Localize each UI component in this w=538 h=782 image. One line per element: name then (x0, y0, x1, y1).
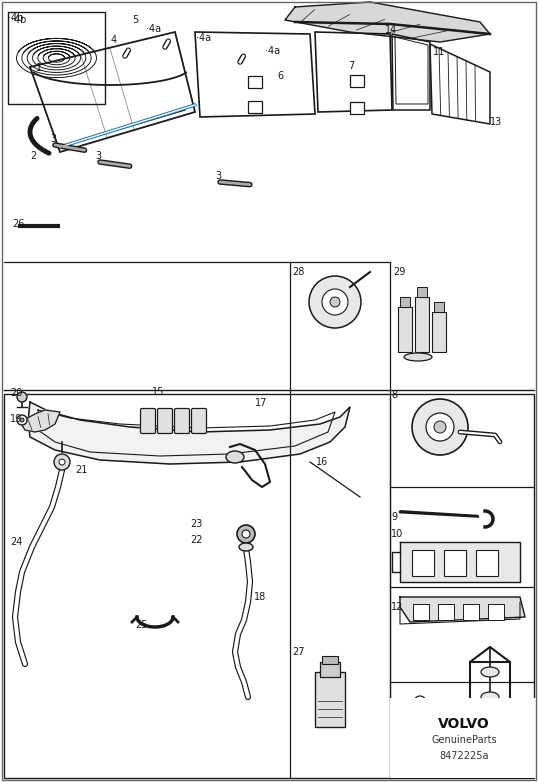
Text: VOLVO: VOLVO (438, 717, 490, 731)
Circle shape (417, 700, 422, 705)
Text: 26: 26 (12, 219, 24, 229)
Ellipse shape (481, 692, 499, 702)
Circle shape (59, 459, 65, 465)
Bar (390, 698, 538, 778)
Circle shape (54, 454, 70, 470)
Polygon shape (285, 2, 490, 42)
Text: ·4b: ·4b (8, 13, 23, 23)
Ellipse shape (226, 451, 244, 463)
Text: ·4a: ·4a (146, 24, 161, 34)
Text: 1: 1 (36, 63, 42, 73)
Text: 9: 9 (391, 512, 397, 522)
Circle shape (17, 415, 27, 425)
FancyArrowPatch shape (401, 512, 477, 517)
Text: 24: 24 (10, 537, 23, 547)
Text: 20: 20 (10, 388, 23, 398)
Polygon shape (484, 722, 496, 752)
Ellipse shape (481, 717, 499, 727)
Bar (322, 656, 338, 664)
Text: 19: 19 (10, 414, 22, 424)
Bar (320, 662, 340, 677)
Text: 7: 7 (348, 61, 354, 71)
Text: 12: 12 (391, 602, 404, 612)
Text: 17: 17 (255, 398, 267, 408)
Bar (432, 312, 446, 352)
Bar (476, 550, 498, 576)
Polygon shape (20, 410, 60, 432)
Text: 21: 21 (75, 465, 87, 475)
Text: 11: 11 (433, 47, 445, 57)
Text: 16: 16 (316, 457, 328, 467)
Text: 18: 18 (254, 592, 266, 602)
Text: 4: 4 (111, 35, 117, 45)
Bar (415, 297, 429, 352)
Bar (400, 297, 410, 307)
Bar (350, 102, 364, 114)
Text: 5: 5 (132, 15, 138, 25)
Circle shape (17, 392, 27, 402)
Ellipse shape (481, 667, 499, 677)
Circle shape (414, 696, 426, 708)
Circle shape (434, 421, 446, 433)
Text: 3: 3 (215, 171, 221, 181)
Circle shape (412, 399, 468, 455)
Text: ·4a: ·4a (196, 33, 211, 43)
Text: 14: 14 (385, 25, 397, 35)
Text: 3: 3 (95, 151, 101, 161)
Text: 8472225a: 8472225a (439, 751, 489, 761)
Text: 3: 3 (50, 134, 56, 144)
Text: 29: 29 (393, 267, 405, 277)
Bar (413, 604, 429, 620)
Bar (248, 101, 262, 113)
Text: 8: 8 (391, 390, 397, 400)
Text: 28: 28 (292, 267, 305, 277)
Circle shape (237, 525, 255, 543)
Text: ·4b: ·4b (11, 15, 26, 25)
Text: 6: 6 (277, 71, 283, 81)
Text: ·4a: ·4a (265, 46, 280, 56)
FancyBboxPatch shape (140, 408, 155, 433)
Bar (315, 672, 345, 727)
Polygon shape (400, 542, 520, 582)
Bar (248, 76, 262, 88)
Circle shape (309, 276, 361, 328)
Ellipse shape (239, 543, 253, 551)
Circle shape (20, 418, 24, 422)
FancyBboxPatch shape (158, 408, 173, 433)
Bar (488, 604, 504, 620)
Ellipse shape (404, 353, 432, 361)
Bar (412, 550, 434, 576)
Text: 10: 10 (391, 529, 404, 539)
Circle shape (426, 413, 454, 441)
Circle shape (322, 289, 348, 315)
Bar (398, 307, 412, 352)
Text: 15: 15 (152, 387, 165, 397)
Bar (438, 604, 454, 620)
Bar (8, 12, 105, 104)
Text: 13: 13 (490, 117, 502, 127)
Polygon shape (400, 597, 525, 622)
Bar (417, 287, 427, 297)
Circle shape (242, 530, 250, 538)
Polygon shape (28, 402, 350, 464)
Text: 22: 22 (190, 535, 202, 545)
Text: 23: 23 (190, 519, 202, 529)
Circle shape (330, 297, 340, 307)
FancyBboxPatch shape (174, 408, 189, 433)
Bar (350, 75, 364, 87)
Text: 27: 27 (292, 647, 305, 657)
Text: 25: 25 (135, 620, 147, 630)
Bar (463, 604, 479, 620)
Text: GenuineParts: GenuineParts (431, 735, 497, 745)
Text: 2: 2 (30, 151, 36, 161)
Bar (434, 302, 444, 312)
Bar (444, 550, 466, 576)
Bar (4, 394, 534, 778)
FancyBboxPatch shape (192, 408, 207, 433)
